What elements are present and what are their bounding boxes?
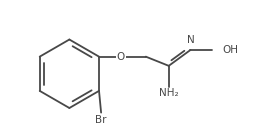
Text: NH₂: NH₂ — [159, 88, 178, 98]
Text: Br: Br — [95, 115, 107, 125]
Text: O: O — [117, 52, 125, 62]
Text: N: N — [187, 35, 194, 45]
Text: OH: OH — [222, 45, 238, 55]
